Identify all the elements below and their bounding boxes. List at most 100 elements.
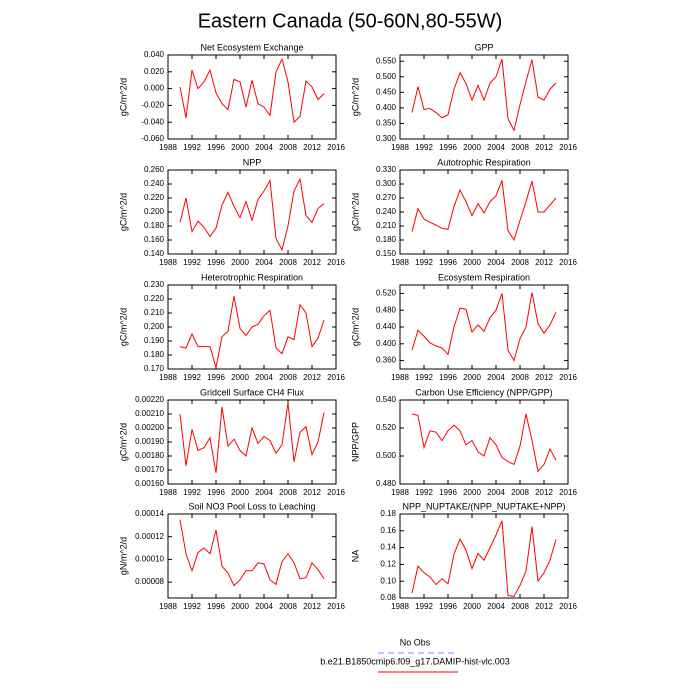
x-tick-label: 1992: [183, 143, 201, 152]
y-axis-label: gC/m^2/d: [118, 423, 128, 461]
x-tick-label: 2000: [463, 602, 481, 611]
y-tick-label: 0.200: [144, 322, 165, 331]
x-tick-label: 2004: [255, 602, 273, 611]
y-axis-label: gC/m^2/d: [350, 308, 360, 346]
y-tick-label: 0.200: [144, 207, 165, 216]
y-tick-label: -0.040: [141, 117, 164, 126]
panel-title: NPP_NUPTAKE/(NPP_NUPTAKE+NPP): [403, 501, 566, 511]
x-tick-label: 2016: [559, 143, 577, 152]
plot-frame: [399, 513, 569, 599]
y-axis-label: NA: [350, 550, 360, 563]
x-tick-label: 2000: [231, 258, 249, 267]
x-tick-label: 1996: [207, 373, 225, 382]
y-tick-label: 0.18: [380, 509, 396, 518]
y-axis-label: gC/m^2/d: [118, 193, 128, 231]
x-tick-label: 1996: [439, 143, 457, 152]
x-tick-label: 2008: [279, 258, 297, 267]
x-tick-label: 2000: [231, 488, 249, 497]
x-tick-label: 2008: [279, 488, 297, 497]
x-tick-label: 2012: [535, 602, 553, 611]
y-tick-label: 0.300: [376, 179, 397, 188]
y-tick-label: -0.060: [141, 134, 164, 143]
y-tick-label: 0.480: [376, 479, 397, 488]
x-tick-label: 2012: [535, 143, 553, 152]
x-tick-label: 2016: [327, 602, 345, 611]
x-tick-label: 2012: [535, 258, 553, 267]
x-tick-label: 2004: [487, 602, 505, 611]
x-tick-label: 2004: [487, 488, 505, 497]
x-tick-label: 1988: [391, 258, 409, 267]
data-line: [411, 292, 557, 362]
y-tick-label: 0.270: [376, 193, 397, 202]
x-tick-label: 2016: [327, 258, 345, 267]
y-tick-label: 0.440: [376, 322, 397, 331]
y-tick-label: 0.550: [376, 56, 397, 65]
y-tick-label: 0.240: [376, 207, 397, 216]
plot-frame: [399, 284, 569, 370]
y-tick-label: 0.00012: [135, 532, 164, 541]
y-tick-label: 0.220: [144, 294, 165, 303]
y-tick-label: 0.00170: [135, 465, 164, 474]
y-tick-label: 0.540: [376, 395, 397, 404]
y-tick-label: 0.500: [376, 451, 397, 460]
panel-title: Ecosystem Respiration: [438, 272, 530, 282]
figure-title: Eastern Canada (50-60N,80-55W): [198, 10, 503, 32]
x-tick-label: 2004: [255, 488, 273, 497]
x-tick-label: 1988: [391, 373, 409, 382]
x-tick-label: 1988: [391, 602, 409, 611]
y-axis-label: gC/m^2/d: [350, 193, 360, 231]
y-tick-label: 0.00200: [135, 423, 164, 432]
y-tick-label: 0.500: [376, 72, 397, 81]
plot-frame: [399, 54, 569, 140]
plot-frame: [167, 54, 337, 140]
x-tick-label: 2016: [327, 143, 345, 152]
x-tick-label: 2004: [255, 373, 273, 382]
data-line: [411, 520, 557, 597]
x-tick-label: 2012: [535, 488, 553, 497]
x-tick-label: 2016: [559, 373, 577, 382]
x-tick-label: 2008: [279, 373, 297, 382]
y-tick-label: 0.16: [380, 526, 396, 535]
y-tick-label: 0.480: [376, 305, 397, 314]
y-tick-label: 0.400: [376, 103, 397, 112]
y-tick-label: 0.260: [144, 165, 165, 174]
x-tick-label: 1992: [183, 373, 201, 382]
x-tick-label: 1992: [183, 602, 201, 611]
x-tick-label: 1996: [439, 373, 457, 382]
panel-title: Gridcell Surface CH4 Flux: [200, 387, 305, 397]
x-tick-label: 2012: [303, 602, 321, 611]
x-tick-label: 1996: [439, 258, 457, 267]
y-tick-label: 0.360: [376, 356, 397, 365]
x-tick-label: 1988: [159, 602, 177, 611]
y-tick-label: 0.020: [144, 67, 165, 76]
x-tick-label: 2000: [231, 602, 249, 611]
panel-title: GPP: [474, 42, 493, 52]
panel-title: Heterotrophic Respiration: [201, 272, 303, 282]
y-axis-label: gC/m^2/d: [118, 78, 128, 116]
plot-frame: [167, 399, 337, 485]
y-tick-label: 0.180: [144, 350, 165, 359]
y-tick-label: 0.180: [144, 221, 165, 230]
legend-label: b.e21.B1850cmip6.f09_g17.DAMIP-hist-vlc.…: [320, 656, 510, 666]
x-tick-label: 2000: [231, 143, 249, 152]
x-tick-label: 2012: [303, 488, 321, 497]
x-tick-label: 2000: [463, 373, 481, 382]
y-tick-label: 0.220: [144, 193, 165, 202]
x-tick-label: 1992: [415, 488, 433, 497]
x-tick-label: 1996: [207, 258, 225, 267]
y-tick-label: 0.400: [376, 339, 397, 348]
x-tick-label: 2016: [327, 373, 345, 382]
x-tick-label: 2004: [255, 258, 273, 267]
x-tick-label: 1992: [183, 258, 201, 267]
x-tick-label: 1992: [415, 143, 433, 152]
y-tick-label: 0.520: [376, 423, 397, 432]
x-tick-label: 2012: [303, 258, 321, 267]
x-tick-label: 2008: [511, 258, 529, 267]
x-tick-label: 2012: [303, 143, 321, 152]
x-tick-label: 2000: [463, 258, 481, 267]
x-tick-label: 2012: [535, 373, 553, 382]
x-tick-label: 2000: [463, 143, 481, 152]
x-tick-label: 1996: [207, 488, 225, 497]
y-tick-label: 0.00180: [135, 451, 164, 460]
